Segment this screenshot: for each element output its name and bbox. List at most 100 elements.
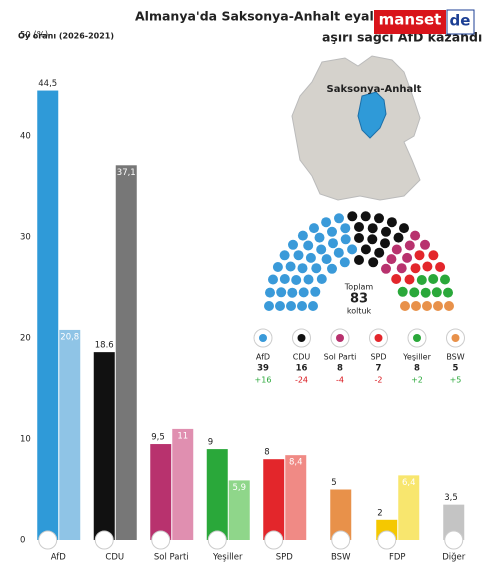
bar [263,459,285,540]
seat [422,301,432,311]
seat [409,287,420,298]
party-seats: 5 [453,364,459,374]
seat [316,274,327,284]
bar [172,428,194,540]
value-label: 20,8 [60,332,79,342]
map: Saksonya-Anhalt [291,55,422,201]
seat [321,217,332,228]
seat [347,211,358,222]
region-shape [357,91,387,139]
seat [310,286,321,297]
party-change: -4 [336,376,344,385]
seat [285,261,296,272]
party-dot [374,334,383,342]
seat [298,287,309,298]
party-seats: 7 [376,364,382,374]
y-tick-label: 50 (%) [20,31,48,41]
party-seats: 39 [257,364,269,374]
seat [347,244,358,255]
seat [339,257,350,268]
seat [410,230,421,241]
seat [308,301,318,311]
value-label: 3,5 [444,493,458,503]
value-label: 2 [377,508,382,518]
seat [291,275,302,285]
value-label: 11 [177,431,188,441]
map-label: Saksonya-Anhalt [327,84,422,95]
seat [400,301,410,311]
seat [276,287,287,298]
party-name: CDU [293,353,311,362]
seat [279,250,290,261]
seat [328,238,338,249]
seat [440,274,450,285]
bar [206,449,228,540]
bar [443,504,465,540]
party-seats: 8 [337,364,343,374]
seat [420,287,431,298]
seat [272,262,283,272]
seat [327,226,337,237]
x-tick-label: FDP [389,553,406,563]
party-icon [207,530,227,550]
party-dot [259,334,267,342]
y-tick-label: 10 [20,435,31,445]
value-label: 37,1 [117,168,136,178]
value-label: 5 [331,478,336,488]
seat [402,252,413,263]
y-tick-label: 30 [20,233,31,243]
bar [115,165,137,541]
seat [431,287,442,298]
bar [285,455,307,540]
party-dot [297,334,306,342]
party-change: +5 [450,376,462,385]
seat [314,232,325,243]
seat [316,244,327,255]
party-dot [451,334,460,342]
seat [386,217,397,228]
value-label: 8 [264,448,269,458]
seat [333,247,344,258]
bar [228,480,250,540]
seat [264,301,274,311]
seat [354,255,364,265]
y-tick-label: 40 [20,132,31,142]
party-seats: 8 [414,364,420,374]
seat [279,274,290,284]
seat [268,274,278,285]
bar [59,329,81,540]
party-seats: 16 [296,364,308,374]
seat [433,301,443,311]
seat [354,233,364,243]
bar [398,475,420,540]
bar [37,90,59,541]
seat [303,240,314,251]
logo-text: manset [379,11,442,29]
seat [360,244,371,255]
seat [435,262,446,272]
seat [393,232,404,243]
party-name: Sol Parti [324,353,357,362]
party-change: +2 [411,376,423,385]
party-icon [377,530,397,550]
seat [293,250,304,261]
seat [354,222,364,232]
party-dot [336,334,344,342]
seat [422,261,433,272]
seat [444,301,454,311]
party-icon [444,530,464,550]
bar [93,352,115,540]
seat [411,301,421,311]
seat [288,239,298,250]
value-label: 9,5 [151,433,165,443]
seat [428,250,439,261]
seat [396,263,407,274]
party-name: BSW [446,353,464,362]
total-value: 83 [350,292,368,307]
seat [311,263,322,274]
value-label: 9 [208,438,213,448]
value-label: 18.6 [95,341,114,351]
bar [150,444,172,540]
party-icon [331,530,351,550]
